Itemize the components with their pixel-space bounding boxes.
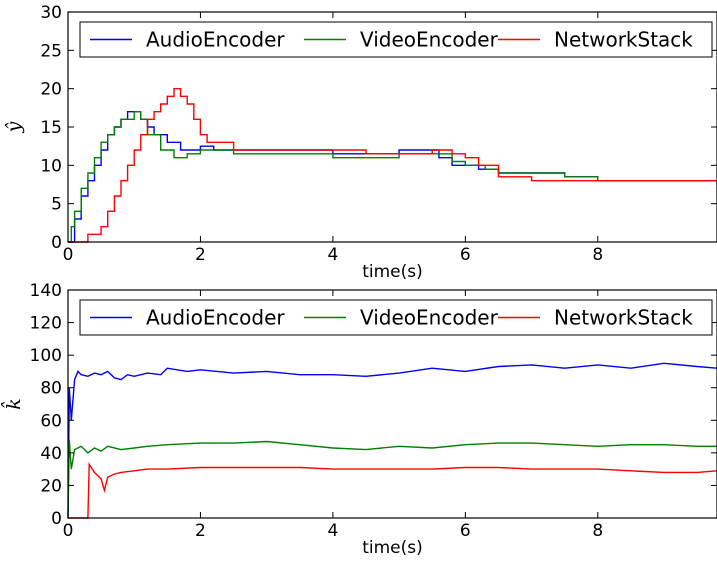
top-y-tick-label: 20 — [40, 80, 62, 100]
top-x-tick-label: 4 — [327, 245, 338, 265]
bottom-series-group — [67, 362, 717, 519]
bottom-legend-label-network: NetworkStack — [554, 306, 693, 330]
top-x-tick-label: 6 — [460, 245, 471, 265]
bottom-y-tick-label: 40 — [40, 444, 62, 464]
top-panel: 0 2 4 6 8 0 5 10 15 20 25 30 time(s) ŷ AudioEncoder… — [3, 3, 717, 282]
bottom-x-tick-label: 2 — [195, 521, 206, 541]
top-y-tick-label: 15 — [40, 118, 62, 138]
bottom-x-tick-label: 6 — [460, 521, 471, 541]
top-x-axis-label: time(s) — [362, 262, 423, 282]
top-y-tick-label: 0 — [51, 233, 62, 253]
bottom-y-tick-label: 0 — [51, 509, 62, 529]
top-axis-ticks: 0 2 4 6 8 0 5 10 15 20 25 30 — [40, 3, 717, 265]
top-legend-label-video: VideoEncoder — [360, 28, 499, 52]
bottom-legend-label-audio: AudioEncoder — [146, 306, 285, 330]
bottom-x-tick-label: 4 — [327, 521, 338, 541]
bottom-y-tick-label: 140 — [30, 281, 62, 301]
top-y-tick-label: 30 — [40, 3, 62, 23]
bottom-y-tick-label: 20 — [40, 476, 62, 496]
bottom-plot-frame — [67, 289, 717, 519]
bottom-y-tick-label: 120 — [30, 314, 62, 334]
top-legend: AudioEncoder VideoEncoder NetworkStack — [79, 21, 713, 58]
top-series-line-audioencoder — [68, 111, 717, 243]
top-y-tick-label: 5 — [51, 195, 62, 215]
top-y-tick-label: 10 — [40, 156, 62, 176]
top-series-line-networkstack — [68, 88, 717, 243]
top-x-tick-label: 0 — [63, 245, 74, 265]
bottom-x-axis-label: time(s) — [362, 538, 423, 558]
top-legend-box — [79, 21, 713, 58]
top-series-group — [68, 88, 717, 243]
bottom-y-tick-label: 60 — [40, 411, 62, 431]
bottom-y-tick-label: 80 — [40, 379, 62, 399]
bottom-x-tick-label: 0 — [63, 521, 74, 541]
bottom-series-line-videoencoder — [67, 439, 717, 519]
bottom-legend: AudioEncoder VideoEncoder NetworkStack — [79, 299, 713, 336]
top-x-tick-label: 8 — [592, 245, 603, 265]
bottom-legend-box — [79, 299, 713, 336]
top-y-axis-label: ŷ — [3, 121, 25, 133]
top-legend-label-network: NetworkStack — [554, 28, 693, 52]
bottom-series-line-networkstack — [68, 462, 717, 519]
top-legend-label-audio: AudioEncoder — [146, 28, 285, 52]
top-x-tick-label: 2 — [195, 245, 206, 265]
bottom-legend-label-video: VideoEncoder — [360, 306, 499, 330]
bottom-y-tick-label: 100 — [30, 346, 62, 366]
top-series-line-videoencoder — [68, 111, 717, 243]
bottom-y-axis-label: k̂ — [0, 398, 25, 410]
bottom-x-tick-label: 8 — [592, 521, 603, 541]
bottom-series-line-audioencoder — [67, 362, 717, 519]
top-y-tick-label: 25 — [40, 41, 62, 61]
